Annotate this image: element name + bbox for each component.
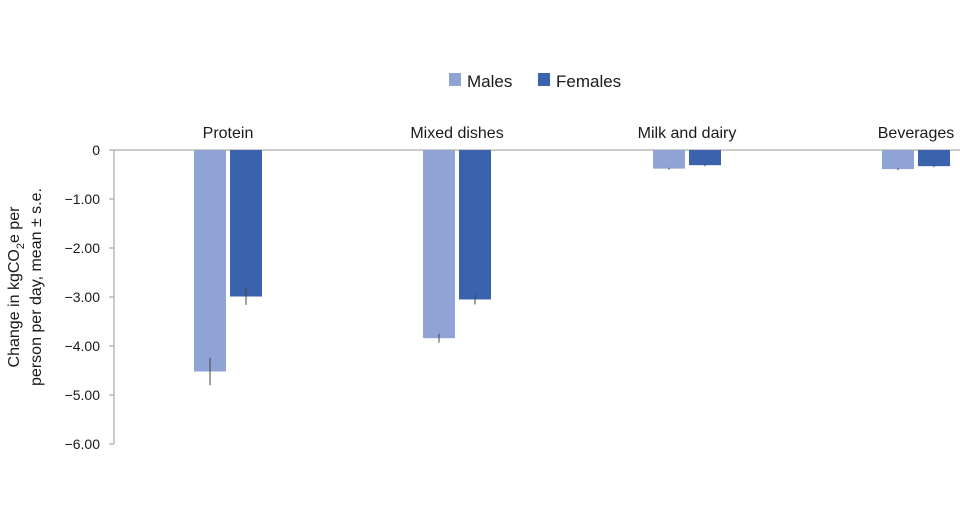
bars: [194, 150, 950, 372]
legend-swatch-males: [449, 73, 461, 86]
category-label: Protein: [203, 125, 254, 142]
y-tick-label: −4.00: [65, 338, 101, 354]
y-tick-label: −3.00: [65, 289, 101, 305]
legend: Males Females: [449, 72, 621, 91]
y-tick-label: −6.00: [65, 436, 101, 452]
bar-females: [459, 150, 491, 300]
y-tick-label: −2.00: [65, 240, 101, 256]
bar-females: [230, 150, 262, 297]
legend-label-females: Females: [556, 72, 621, 91]
y-tick-label: −5.00: [65, 387, 101, 403]
bar-males: [653, 150, 685, 169]
y-tick-label: −1.00: [65, 191, 101, 207]
category-labels: Protein Mixed dishes Milk and dairy Beverag…: [203, 125, 955, 142]
error-bars: [209, 164, 935, 386]
y-axis-label: Change in kgCO2e per person per day, mea…: [6, 188, 45, 386]
y-axis-label-line2: person per day, mean ± s.e.: [28, 188, 45, 386]
y-axis-label-line1: Change in kgCO2e per: [6, 206, 27, 368]
bar-males: [423, 150, 455, 339]
y-tick-label: 0: [92, 142, 100, 158]
bar-males: [194, 150, 226, 372]
bar-males: [882, 150, 914, 170]
category-label: Mixed dishes: [410, 125, 503, 142]
category-label: Milk and dairy: [638, 125, 737, 142]
bar-females: [689, 150, 721, 166]
bar-females: [918, 150, 950, 167]
legend-label-males: Males: [467, 72, 512, 91]
category-label: Beverages: [878, 125, 955, 142]
legend-swatch-females: [538, 73, 550, 86]
y-axis-ticks: 0 −1.00 −2.00 −3.00 −4.00 −5.00 −6.00: [65, 142, 114, 452]
